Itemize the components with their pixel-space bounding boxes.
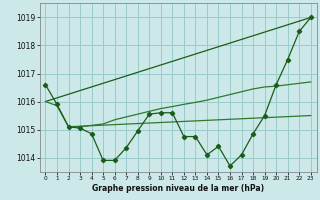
X-axis label: Graphe pression niveau de la mer (hPa): Graphe pression niveau de la mer (hPa) bbox=[92, 184, 264, 193]
